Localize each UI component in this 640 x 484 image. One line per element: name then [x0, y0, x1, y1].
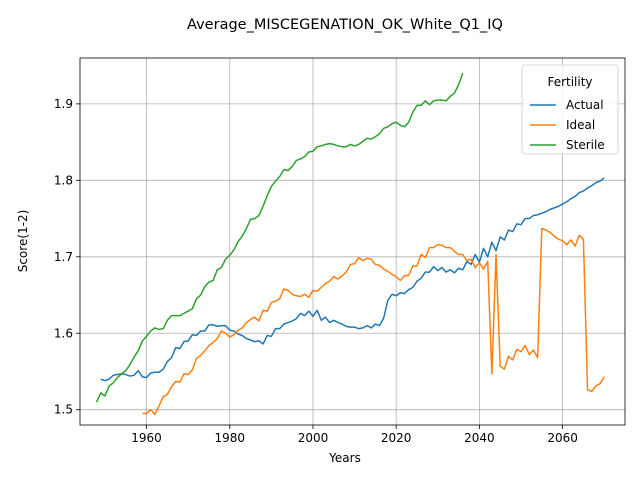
- series-lines: [95, 73, 605, 416]
- x-tick-label: 2060: [547, 431, 578, 445]
- x-tick-label: 2020: [381, 431, 412, 445]
- axis-ticks: 1960 1980 2000 2020 2040 2060 1.5 1.6 1.7 1.8 1.9: [54, 97, 578, 445]
- x-tick-label: 2040: [464, 431, 495, 445]
- legend-label-sterile: Sterile: [566, 138, 605, 152]
- series-line-ideal: [142, 227, 605, 416]
- legend-items: Actual Ideal Sterile: [530, 98, 605, 152]
- legend-label-ideal: Ideal: [566, 118, 595, 132]
- y-tick-label: 1.9: [54, 97, 73, 111]
- x-tick-label: 2000: [298, 431, 329, 445]
- x-tick-label: 1960: [131, 431, 162, 445]
- legend-label-actual: Actual: [566, 98, 604, 112]
- series-line-sterile: [95, 73, 464, 403]
- y-tick-label: 1.8: [54, 173, 73, 187]
- series-line-actual: [100, 177, 605, 382]
- y-axis-label: Score(1-2): [16, 210, 30, 273]
- plot-frame: [79, 57, 626, 426]
- y-tick-label: 1.5: [54, 403, 73, 417]
- legend-box: [521, 64, 619, 155]
- x-axis-label: Years: [328, 451, 361, 465]
- x-tick-label: 1980: [214, 431, 245, 445]
- legend-title: Fertility: [547, 75, 592, 89]
- chart-title: Average_MISCEGENATION_OK_White_Q1_IQ: [187, 17, 503, 33]
- y-tick-label: 1.6: [54, 326, 73, 340]
- legend: Fertility Actual Ideal Sterile: [521, 64, 619, 155]
- y-tick-label: 1.7: [54, 250, 73, 264]
